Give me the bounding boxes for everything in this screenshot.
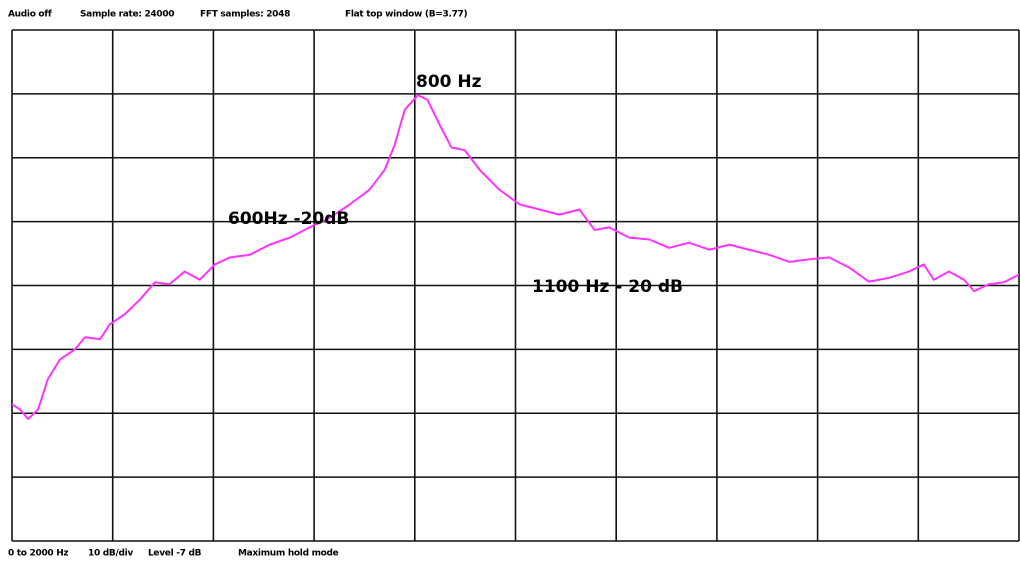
status-text: Audio off — [8, 10, 52, 20]
annotation: 800 Hz — [416, 72, 482, 92]
status-text: Flat top window (B=3.77) — [345, 10, 468, 20]
annotation: 1100 Hz - 20 dB — [532, 277, 683, 297]
footer-text: 0 to 2000 Hz — [8, 549, 68, 559]
footer-text: Maximum hold mode — [238, 549, 339, 559]
annotation: 600Hz -20dB — [228, 209, 349, 229]
status-text: Sample rate: 24000 — [80, 10, 174, 20]
spectrum-trace — [11, 94, 1020, 420]
footer-text: 10 dB/div — [88, 549, 133, 559]
status-text: FFT samples: 2048 — [200, 10, 290, 20]
footer-text: Level -7 dB — [148, 549, 202, 559]
